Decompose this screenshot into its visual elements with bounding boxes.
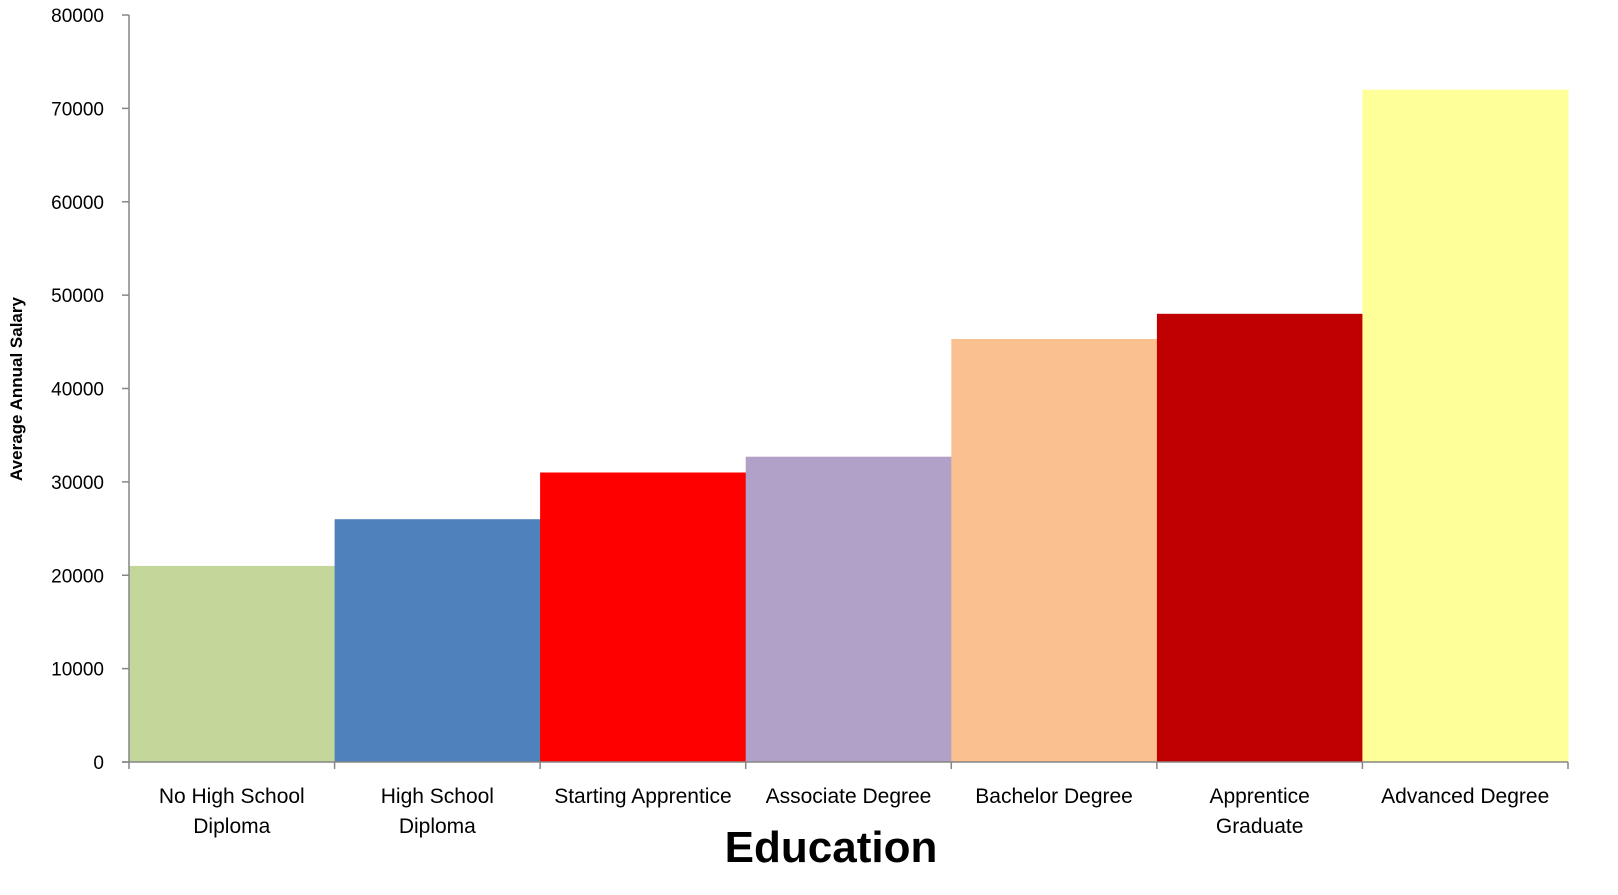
y-tick-label-1: 10000 — [51, 660, 104, 681]
bar-2 — [540, 472, 747, 762]
bar-5 — [1156, 313, 1363, 762]
y-tick-label-3: 30000 — [51, 473, 104, 494]
category-labels: No High School Diploma High School Diploma S… — [159, 785, 1549, 838]
y-axis-title: Average Annual Salary — [7, 296, 26, 480]
category-label-4: Bachelor Degree — [975, 785, 1133, 808]
y-tick-label-0: 0 — [93, 753, 104, 774]
category-label-1: High School Diploma — [381, 785, 494, 838]
y-axis: 0 10000 20000 30000 40000 50000 60000 70000 8000… — [51, 6, 130, 774]
category-label-6: Advanced Degree — [1381, 785, 1549, 808]
y-tick-label-8: 80000 — [51, 6, 104, 27]
x-axis — [122, 761, 1569, 769]
bars-group — [129, 89, 1569, 762]
bar-3 — [745, 456, 952, 762]
x-axis-title: Education — [725, 823, 938, 872]
y-tick-label-2: 20000 — [51, 566, 104, 587]
y-tick-label-5: 50000 — [51, 286, 104, 307]
bar-6 — [1362, 89, 1569, 762]
category-label-3: Associate Degree — [766, 785, 932, 808]
y-tick-label-7: 70000 — [51, 99, 104, 120]
y-tick-label-6: 60000 — [51, 193, 104, 214]
y-tick-label-4: 40000 — [51, 380, 104, 401]
bar-4 — [951, 339, 1158, 762]
category-label-0: No High School Diploma — [159, 785, 305, 838]
category-label-2: Starting Apprentice — [554, 785, 731, 808]
category-label-5: Apprentice Graduate — [1209, 785, 1309, 838]
bar-0 — [129, 565, 336, 762]
bar-1 — [334, 519, 541, 762]
